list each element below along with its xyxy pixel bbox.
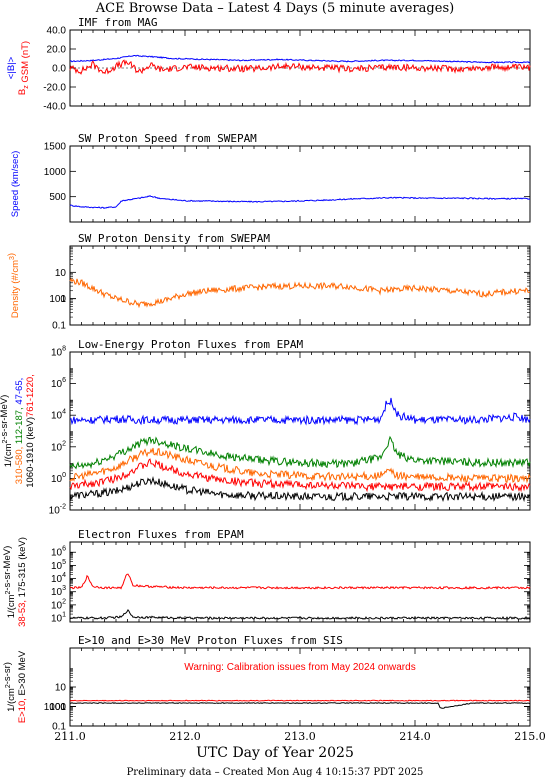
y-tick-label: 104 bbox=[51, 572, 66, 585]
y-tick-label: -20.0 bbox=[43, 83, 66, 94]
y-label-part: 310-580, bbox=[14, 444, 25, 484]
panel-title: Low-Energy Proton Fluxes from EPAM bbox=[78, 338, 304, 351]
series-line-2 bbox=[70, 702, 530, 709]
y-axis-label: 1060-1910 (keV)761-1220, bbox=[25, 374, 36, 488]
y-tick-label: 102 bbox=[51, 440, 66, 453]
y-tick-label: -40.0 bbox=[43, 102, 66, 113]
y-tick-label: 0.1 bbox=[52, 321, 66, 332]
y-tick-label: 40.0 bbox=[47, 26, 67, 37]
series-line-5 bbox=[69, 475, 531, 503]
y-label-part: E>10, bbox=[17, 695, 28, 723]
panel-2: SW Proton Speed from SWEPAM 500 1000 1500 Sp… bbox=[10, 132, 531, 223]
x-tick-label: 213.0 bbox=[284, 730, 316, 743]
x-tick-label: 212.0 bbox=[169, 730, 201, 743]
y-axis-label: 1/(cm2-s-sr-MeV) bbox=[2, 546, 17, 619]
panel-title: Electron Fluxes from EPAM bbox=[78, 528, 244, 541]
y-axis-label: Speed (km/sec) bbox=[10, 151, 21, 218]
panel-frame bbox=[69, 541, 531, 623]
y-axis-label: 1/(cm2-s-sr) bbox=[2, 662, 17, 712]
panel-4: Low-Energy Proton Fluxes from EPAM 10-2 10… bbox=[0, 338, 531, 517]
y-label-part: E>30 MeV bbox=[17, 650, 28, 695]
warning-annotation: Warning: Calibration issues from May 202… bbox=[184, 662, 415, 673]
y-label-part: 761-1220, bbox=[25, 374, 36, 417]
y-label-part: B bbox=[17, 89, 28, 95]
y-tick-label: 1 bbox=[60, 702, 66, 713]
y-tick-label: 0.0 bbox=[52, 64, 66, 75]
panel-5: Electron Fluxes from EPAM 101102103104105… bbox=[2, 528, 531, 627]
y-tick-label: 106 bbox=[51, 377, 66, 390]
panel-title: IMF from MAG bbox=[78, 16, 157, 29]
y-tick-label: 100 bbox=[49, 294, 66, 305]
y-tick-label: 108 bbox=[51, 346, 66, 359]
panel-frame bbox=[69, 145, 531, 223]
y-label-part: 112-187, bbox=[14, 405, 25, 444]
panel-frame bbox=[69, 647, 531, 727]
series-line-2 bbox=[69, 608, 531, 621]
y-tick-label: 10 bbox=[55, 683, 67, 694]
y-label-part: 38-53, bbox=[17, 597, 28, 627]
y-tick-label: 20.0 bbox=[47, 45, 67, 56]
y-axis-label: 38-53, 175-315 (keV) bbox=[17, 537, 28, 627]
y-tick-label: 1 bbox=[60, 294, 66, 305]
y-label-part: 1/(cm bbox=[6, 688, 17, 712]
y-tick-label: 100 bbox=[49, 702, 66, 713]
y-tick-label: 106 bbox=[51, 546, 66, 559]
y-tick-label: 100 bbox=[51, 472, 66, 485]
y-tick-label: 1500 bbox=[44, 142, 67, 153]
panel-title: SW Proton Density from SWEPAM bbox=[78, 232, 270, 245]
series-line-4 bbox=[69, 458, 531, 493]
y-label-part: 175-315 (keV) bbox=[17, 537, 28, 597]
y-axis-label: Density (#/cm3) bbox=[6, 253, 21, 318]
panel-title: SW Proton Speed from SWEPAM bbox=[78, 132, 257, 145]
x-axis-label: UTC Day of Year 2025 bbox=[196, 745, 354, 761]
y-axis-label: 1/(cm2-s-sr-MeV) bbox=[0, 395, 14, 468]
panel-6: E>10 and E>30 MeV Proton Fluxes from SIS… bbox=[2, 634, 546, 743]
series-line-2 bbox=[69, 435, 531, 470]
x-tick-label: 215.0 bbox=[514, 730, 546, 743]
y-tick-label: 10-2 bbox=[49, 504, 66, 517]
series-line-1 bbox=[69, 277, 531, 309]
y-label-part: Speed (km/sec) bbox=[10, 151, 21, 218]
y-axis-label: Bz GSM (nT) bbox=[17, 41, 31, 95]
y-label-part: <|B|> bbox=[6, 56, 17, 79]
y-tick-label: 101 bbox=[51, 612, 66, 625]
x-tick-label: 211.0 bbox=[54, 730, 86, 743]
y-axis-label: <|B|> bbox=[6, 56, 17, 79]
y-tick-label: 102 bbox=[51, 598, 66, 611]
footer-note: Preliminary data – Created Mon Aug 4 10:… bbox=[127, 767, 424, 778]
y-tick-label: 10 bbox=[55, 268, 67, 279]
y-tick-label: 104 bbox=[51, 409, 66, 422]
y-label-part: 47-65, bbox=[14, 378, 25, 405]
y-tick-label: 0.1 bbox=[52, 722, 66, 733]
x-tick-label: 214.0 bbox=[399, 730, 431, 743]
y-tick-label: 1000 bbox=[44, 702, 67, 713]
series-line-1 bbox=[69, 54, 531, 64]
panel-title: E>10 and E>30 MeV Proton Fluxes from SIS bbox=[78, 634, 343, 647]
panel-1: IMF from MAG -40.0 -20.0 0.0 20.0 40.0 <|B|>Bz… bbox=[6, 16, 531, 113]
y-axis-label: 310-580, 112-187, 47-65, bbox=[14, 378, 25, 485]
figure-title: ACE Browse Data – Latest 4 Days (5 minut… bbox=[95, 1, 454, 16]
panel-3: SW Proton Density from SWEPAM 0.1 1 10 100 De… bbox=[6, 232, 531, 332]
series-line-1 bbox=[69, 699, 531, 702]
y-label-part: Density (#/cm bbox=[10, 260, 21, 318]
series-line-3 bbox=[69, 447, 531, 484]
y-label-part: 1/(cm bbox=[3, 443, 14, 467]
y-tick-label: 500 bbox=[49, 192, 66, 203]
y-axis-label: E>10, E>30 MeV bbox=[17, 650, 28, 723]
y-label-part: 1/(cm bbox=[6, 594, 17, 618]
y-label-part: 1060-1910 (keV) bbox=[25, 417, 36, 488]
y-tick-label: 105 bbox=[51, 559, 66, 572]
series-line-2 bbox=[69, 59, 531, 75]
y-tick-label: 1000 bbox=[44, 167, 67, 178]
y-tick-label: 103 bbox=[51, 585, 66, 598]
series-line-1 bbox=[69, 397, 531, 426]
series-line-1 bbox=[69, 573, 531, 590]
series-line-1 bbox=[69, 195, 531, 210]
